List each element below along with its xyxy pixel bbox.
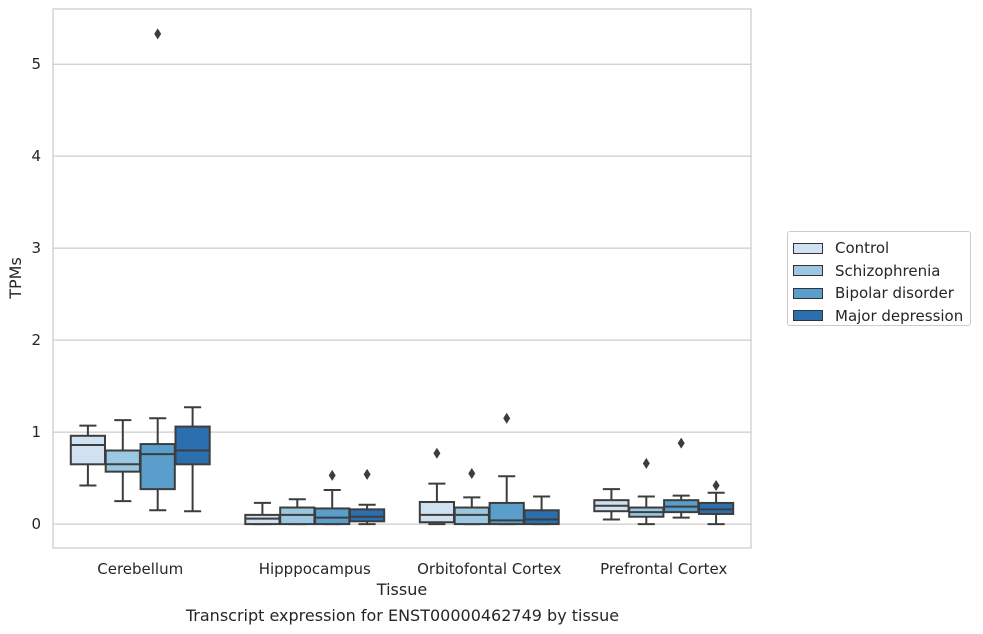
legend-item-bipolar-disorder: Bipolar disorder: [793, 282, 970, 305]
box-body: [174, 425, 211, 466]
outlier-point: [433, 447, 441, 459]
legend-swatch-control: [793, 242, 823, 254]
legend-label-schizophrenia: Schizophrenia: [835, 261, 941, 280]
box-body: [418, 501, 456, 524]
chart-caption: Transcript expression for ENST0000046274…: [185, 606, 620, 625]
box-0-1: [244, 501, 281, 526]
box-2-2: [488, 412, 525, 526]
legend-swatch-major-depression: [793, 310, 823, 322]
box-0-3: [593, 488, 630, 521]
outlier-point: [503, 412, 511, 424]
box-1-3: [628, 457, 665, 526]
outlier-point: [712, 479, 720, 491]
y-tick-label: 2: [31, 331, 41, 349]
box-body: [104, 449, 141, 473]
box-3-1: [348, 468, 386, 526]
box-0-2: [418, 447, 456, 526]
box-body: [69, 434, 107, 466]
box-2-1: [314, 469, 351, 526]
outlier-point: [468, 467, 476, 479]
x-tick-label: Orbitofontal Cortex: [417, 560, 561, 578]
outlier-point: [328, 469, 336, 481]
box-2-3: [663, 437, 700, 519]
y-tick-labels: 0 1 2 3 4 5: [31, 55, 41, 533]
y-tick-label: 3: [31, 239, 41, 257]
box-2-0: [139, 28, 176, 512]
box-3-2: [523, 495, 560, 526]
box-body: [348, 508, 386, 523]
outlier-point: [154, 28, 162, 40]
box-3-3: [697, 479, 735, 526]
legend-swatch-bipolar-disorder: [793, 287, 823, 299]
y-axis-label: TPMs: [6, 257, 25, 300]
box-body: [139, 443, 176, 491]
legend-label-major-depression: Major depression: [835, 306, 964, 325]
box-body: [314, 507, 351, 526]
box-1-1: [279, 498, 316, 526]
plot-area-frame: [52, 8, 752, 549]
legend-item-control: Control: [793, 237, 970, 260]
y-tick-label: 5: [31, 55, 41, 73]
legend-item-major-depression: Major depression: [793, 305, 970, 328]
legend-swatch-schizophrenia: [793, 265, 823, 277]
box-3-0: [174, 406, 211, 513]
x-tick-labels: Cerebellum Hipppocampus Orbitofontal Corte…: [97, 560, 727, 578]
box-0-0: [69, 424, 107, 487]
box-body: [523, 509, 560, 526]
legend-label-bipolar-disorder: Bipolar disorder: [835, 284, 954, 303]
legend: Control Schizophrenia Bipolar disorder M…: [787, 231, 971, 326]
gridlines: [53, 63, 751, 525]
outlier-point: [363, 468, 371, 480]
x-tick-label: Cerebellum: [97, 560, 183, 578]
y-tick-label: 1: [31, 423, 41, 441]
y-tick-label: 4: [31, 147, 41, 165]
boxes: [69, 28, 735, 526]
box-1-2: [453, 467, 490, 526]
outlier-point: [642, 457, 650, 469]
x-axis-label: Tissue: [376, 580, 427, 599]
x-tick-label: Prefrontal Cortex: [600, 560, 727, 578]
legend-label-control: Control: [835, 239, 890, 258]
x-tick-label: Hipppocampus: [259, 560, 371, 578]
legend-item-schizophrenia: Schizophrenia: [793, 260, 970, 283]
y-tick-label: 0: [31, 515, 41, 533]
outlier-point: [677, 437, 685, 449]
